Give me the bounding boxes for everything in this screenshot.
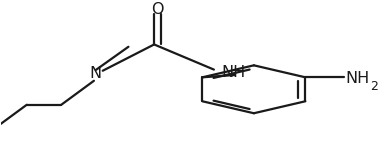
Text: NH: NH (345, 71, 369, 86)
Text: 2: 2 (370, 80, 378, 93)
Text: N: N (90, 66, 102, 81)
Text: NH: NH (221, 65, 246, 80)
Text: O: O (151, 2, 164, 17)
